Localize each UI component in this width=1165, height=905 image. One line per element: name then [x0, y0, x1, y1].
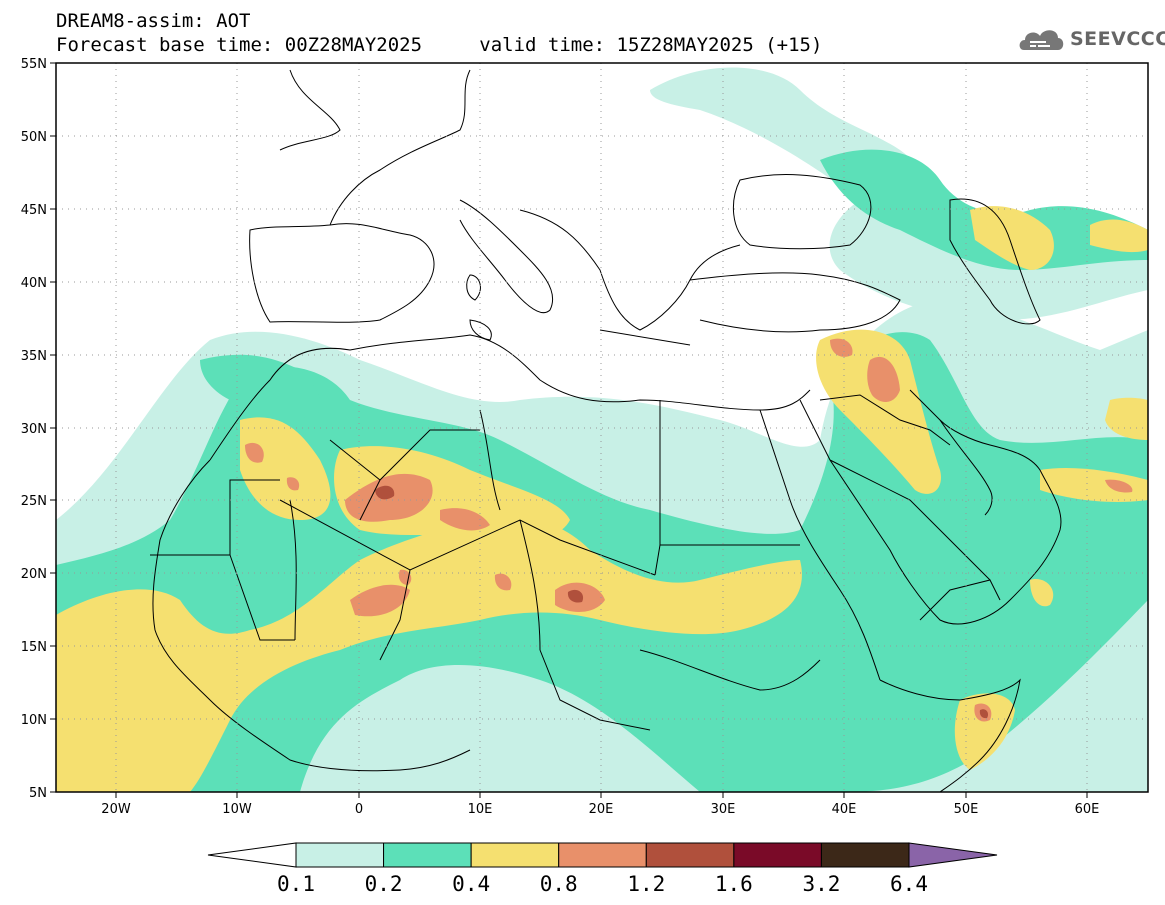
aot-level-1.2 [375, 485, 989, 719]
lat-label: 40N [21, 276, 47, 291]
lat-label: 10N [21, 713, 47, 728]
colorbar-segment [820, 842, 910, 868]
lat-label: 55N [21, 57, 47, 72]
lon-label: 10W [222, 802, 252, 817]
forecast-time-line: Forecast base time: 00Z28MAY2025 valid t… [56, 34, 822, 56]
colorbar-segment [558, 842, 647, 868]
colorbar: 0.1 0.2 0.4 0.8 1.2 1.6 3.2 6.4 [207, 842, 998, 896]
lon-label: 60E [1075, 802, 1100, 817]
base-time-label: Forecast base time: 00Z28MAY2025 [56, 34, 423, 56]
cloud-icon [1019, 30, 1064, 50]
lon-label: 10E [468, 802, 493, 817]
latitude-labels: 55N 50N 45N 40N 35N 30N 25N 20N 15N 10N … [21, 57, 47, 801]
longitude-labels: 20W 10W 0 10E 20E 30E 40E 50E 60E [101, 802, 1099, 817]
colorbar-level-label: 0.1 [277, 872, 315, 896]
lon-label: 20W [101, 802, 131, 817]
colorbar-segment [733, 842, 822, 868]
logo-text: SEEVCCC [1070, 28, 1165, 50]
lat-label: 50N [21, 130, 47, 145]
axis-ticks [50, 62, 1088, 798]
valid-time-label: valid time: 15Z28MAY2025 (+15) [479, 34, 823, 56]
lon-label: 50E [954, 802, 979, 817]
lon-label: 0 [355, 802, 363, 817]
coastlines [150, 69, 1062, 792]
aot-level-0.4 [56, 206, 1148, 792]
colorbar-level-label: 0.4 [452, 872, 490, 896]
lat-label: 45N [21, 203, 47, 218]
colorbar-over-triangle [908, 842, 998, 868]
colorbar-under-triangle [207, 842, 297, 868]
lat-label: 35N [21, 349, 47, 364]
colorbar-segment [470, 842, 560, 868]
colorbar-level-label: 6.4 [890, 872, 928, 896]
colorbar-level-label: 0.8 [540, 872, 578, 896]
lat-label: 15N [21, 640, 47, 655]
seevccc-logo: SEEVCCC [1016, 22, 1165, 56]
lat-label: 25N [21, 494, 47, 509]
lat-label: 20N [21, 567, 47, 582]
map-title: DREAM8-assim: AOT [56, 10, 251, 32]
lon-label: 20E [589, 802, 614, 817]
colorbar-level-label: 1.6 [715, 872, 753, 896]
lon-label: 40E [832, 802, 857, 817]
colorbar-segment [383, 842, 472, 868]
colorbar-level-label: 3.2 [802, 872, 840, 896]
colorbar-segment [645, 842, 735, 868]
graticule [56, 63, 1148, 792]
lat-label: 30N [21, 422, 47, 437]
colorbar-level-label: 1.2 [627, 872, 665, 896]
lat-label: 5N [29, 786, 47, 801]
colorbar-segment [295, 842, 385, 868]
lon-label: 30E [711, 802, 736, 817]
colorbar-level-label: 0.2 [365, 872, 403, 896]
